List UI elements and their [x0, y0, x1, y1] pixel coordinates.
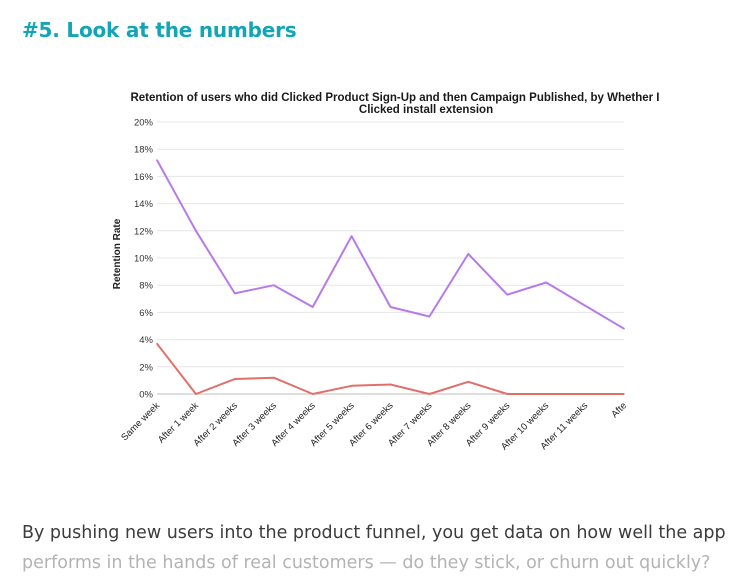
data-point — [584, 393, 586, 395]
data-point — [156, 159, 158, 161]
data-point — [623, 327, 625, 330]
data-point — [389, 383, 392, 386]
series-lines — [156, 159, 625, 395]
data-point — [584, 304, 586, 307]
data-point — [428, 315, 431, 318]
data-point — [311, 306, 314, 308]
series-line-1 — [156, 159, 625, 330]
series-line-2 — [156, 343, 624, 395]
paragraph-line-2: performs in the hands of real customers … — [22, 553, 711, 573]
data-point — [195, 393, 197, 395]
data-point — [234, 292, 236, 295]
y-tick-label: 14% — [134, 199, 154, 210]
data-point — [272, 284, 275, 287]
paragraph-line-1: By pushing new users into the product fu… — [22, 523, 726, 543]
data-point — [467, 380, 470, 383]
data-point — [389, 306, 392, 308]
data-point — [311, 393, 314, 395]
data-point — [467, 253, 470, 255]
chart-title-line2: Clicked install extension — [359, 104, 493, 116]
y-tick-label: 10% — [134, 254, 154, 265]
y-tick-label: 12% — [134, 226, 154, 237]
y-tick-label: 0% — [139, 390, 153, 401]
data-point — [428, 393, 431, 395]
data-point — [545, 393, 547, 395]
chart-title-line1: Retention of users who did Clicked Produ… — [130, 92, 659, 104]
data-point — [272, 376, 275, 379]
x-tick-label: Afte — [609, 400, 629, 420]
y-tick-label: 6% — [139, 308, 153, 319]
body-paragraph: By pushing new users into the product fu… — [22, 518, 742, 578]
y-tick-label: 16% — [134, 172, 154, 183]
y-tick-label: 18% — [134, 145, 154, 156]
grid-lines — [157, 121, 624, 395]
y-tick-labels: 20% 18% 16% 14% 12% 10% 8% 6% 4% 2% 0% — [134, 118, 154, 401]
page-heading: #5. Look at the numbers — [22, 18, 297, 42]
data-point — [350, 385, 353, 387]
data-point — [506, 293, 509, 296]
data-point — [234, 378, 236, 380]
data-point — [195, 230, 197, 232]
data-point — [350, 235, 353, 238]
y-tick-label: 4% — [139, 335, 153, 346]
data-point — [545, 281, 547, 284]
data-point — [623, 393, 625, 395]
y-axis-label: Retention Rate — [112, 218, 123, 289]
y-tick-label: 20% — [134, 118, 154, 129]
y-tick-label: 8% — [139, 281, 153, 292]
y-tick-label: 2% — [139, 362, 153, 373]
data-point — [506, 393, 509, 395]
data-point — [156, 342, 158, 345]
